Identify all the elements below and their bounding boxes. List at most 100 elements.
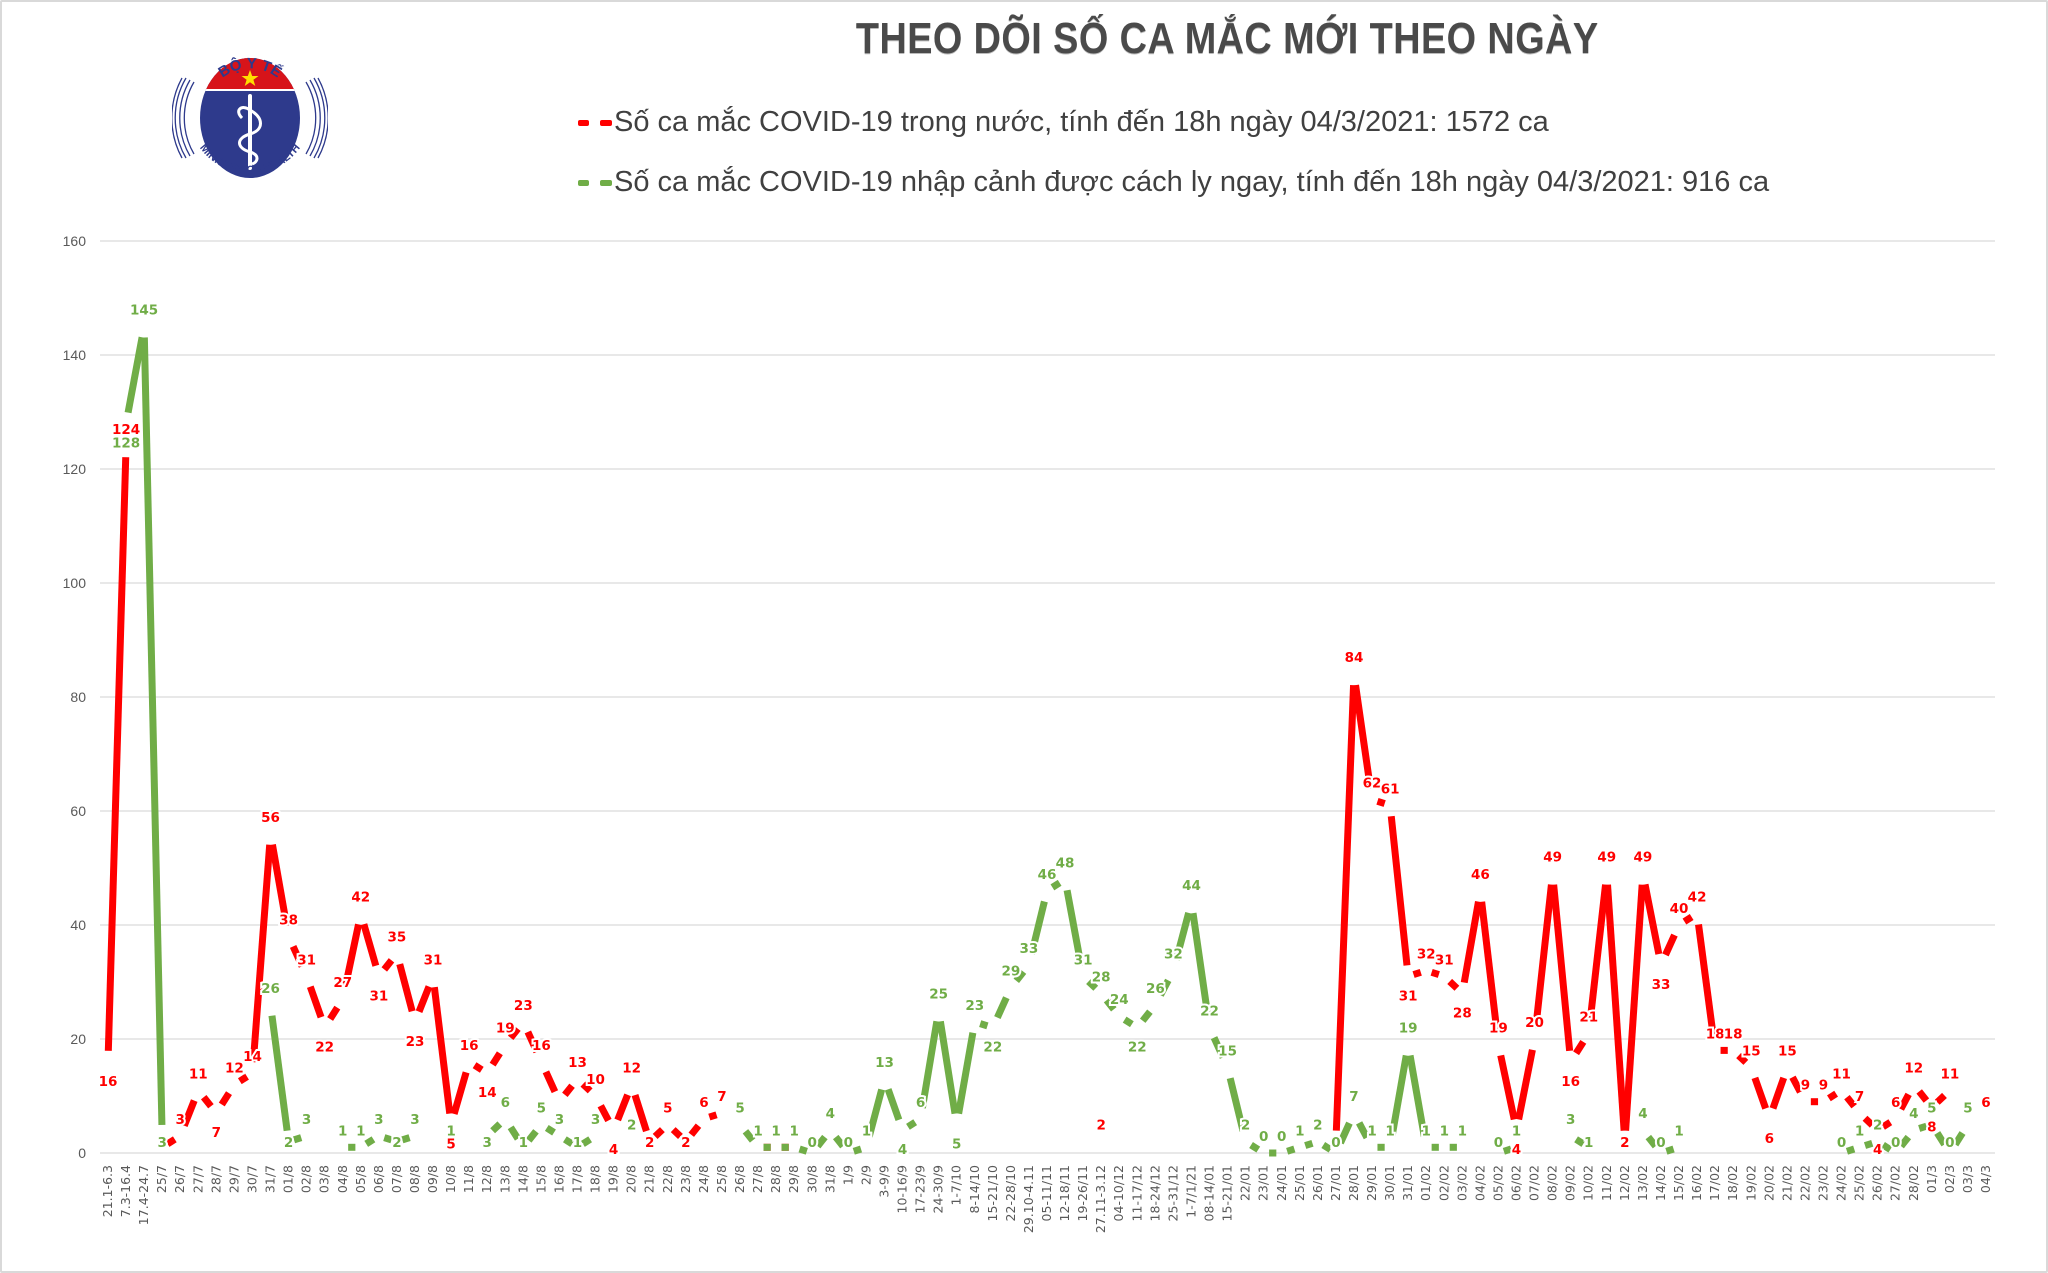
x-tick-label: 21/8 (642, 1165, 657, 1193)
x-tick-label: 25/01 (1292, 1165, 1307, 1201)
line-segment (1550, 884, 1574, 1052)
line-segment (1665, 1145, 1675, 1155)
line-segment (1695, 924, 1718, 1040)
domestic-data-label: 10 (586, 1072, 605, 1088)
imported-data-label: 5 (1927, 1101, 1936, 1117)
line-segment (306, 985, 325, 1019)
x-tick-label: 17.4-24.7 (136, 1165, 151, 1225)
imported-data-label: 24 (1110, 992, 1129, 1008)
x-tick-label: 7.3-16.4 (118, 1165, 133, 1217)
line-segment (1226, 1077, 1247, 1132)
line-segment (1430, 968, 1440, 978)
domestic-data-label: 56 (261, 810, 280, 826)
line-segment (360, 923, 380, 967)
line-segment (401, 1134, 411, 1144)
line-segment (1622, 884, 1646, 1131)
y-tick-label: 80 (70, 689, 86, 705)
line-segment (597, 1104, 612, 1123)
imported-data-label: 2 (1313, 1118, 1322, 1134)
domestic-data-label: 5 (446, 1137, 455, 1153)
line-segment (383, 1134, 393, 1144)
x-tick-label: 03/02 (1454, 1165, 1469, 1201)
x-tick-label: 1-7/1/21 (1183, 1165, 1198, 1218)
domestic-data-label: 8 (1927, 1119, 1936, 1135)
x-tick-label: 27/01 (1328, 1165, 1343, 1201)
line-segment (218, 1091, 232, 1107)
imported-data-label: 5 (952, 1137, 961, 1153)
x-tick-label: 25/7 (154, 1165, 169, 1193)
domestic-data-label: 16 (460, 1038, 479, 1054)
domestic-data-label: 1 (157, 1135, 166, 1151)
domestic-data-label: 16 (1561, 1074, 1580, 1090)
y-tick-label: 40 (70, 917, 86, 933)
line-segment (936, 1020, 959, 1115)
imported-data-label: 1 (1422, 1123, 1431, 1139)
imported-data-label: 6 (916, 1095, 925, 1111)
imported-data-label: 5 (537, 1101, 546, 1117)
caduceus-icon: BỘ Y TẾ MINISTRY OF HEALTH (171, 55, 329, 178)
imported-data-label: 5 (735, 1101, 744, 1117)
line-segment (1863, 1139, 1874, 1149)
imported-data-label: 33 (1020, 941, 1039, 957)
imported-data-label: 1 (356, 1123, 365, 1139)
domestic-data-label: 6 (1765, 1131, 1774, 1147)
x-tick-label: 19-26/11 (1075, 1165, 1090, 1221)
imported-data-label: 5 (1963, 1101, 1972, 1117)
line-segment (1789, 1075, 1804, 1094)
imported-data-label: 0 (1837, 1135, 1846, 1151)
line-segment (1356, 1121, 1370, 1140)
domestic-data-label: 1 (862, 1123, 871, 1139)
domestic-data-label: 12 (225, 1061, 244, 1077)
x-tick-label: 03/8 (317, 1165, 332, 1193)
line-segment (1844, 1094, 1857, 1109)
x-tick-label: 18-24/12 (1147, 1165, 1162, 1221)
y-tick-label: 160 (63, 233, 87, 249)
domestic-data-label: 4 (1512, 1142, 1521, 1158)
imported-data-label: 3 (302, 1112, 311, 1128)
imported-data-label: 13 (875, 1055, 894, 1071)
domestic-data-label: 38 (279, 912, 298, 928)
line-segment (994, 996, 1010, 1020)
x-tick-label: 27/02 (1888, 1165, 1903, 1201)
legend-marker-imported-dash-icon (600, 179, 612, 186)
line-segment (1387, 815, 1411, 966)
imported-data-label: 1 (1512, 1123, 1521, 1139)
domestic-data-label: 9 (1801, 1078, 1810, 1094)
imported-data-label: 3 (591, 1112, 600, 1128)
line-segment (1502, 1145, 1513, 1155)
x-tick-label: 12/8 (479, 1165, 494, 1193)
x-tick-label: 27/7 (190, 1165, 205, 1193)
imported-data-label: 0 (1331, 1135, 1340, 1151)
line-segment (1478, 901, 1501, 1035)
domestic-data-label: 2 (1096, 1118, 1105, 1134)
imported-data-label: 3 (374, 1112, 383, 1128)
x-tick-label: 16/8 (551, 1165, 566, 1193)
x-tick-label: 10-16/9 (895, 1165, 910, 1214)
domestic-data-label: 2 (1620, 1135, 1629, 1151)
y-tick-label: 60 (70, 803, 86, 819)
imported-data-label: 6 (501, 1095, 510, 1111)
domestic-data-label: 28 (1453, 1005, 1472, 1021)
line-segment (1952, 1131, 1966, 1147)
line-segment (430, 986, 454, 1115)
imported-data-label: 1 (446, 1123, 455, 1139)
legend-domestic[interactable]: Số ca mắc COVID-19 trong nước, tính đến … (578, 106, 1549, 139)
legend-imported[interactable]: Số ca mắc COVID-19 nhập cảnh được cách l… (578, 166, 1769, 199)
line-segment (1918, 1122, 1928, 1132)
x-tick-label: 28/7 (208, 1165, 223, 1193)
x-tick-label: 12-18/11 (1057, 1165, 1072, 1221)
line-segment (1103, 998, 1117, 1012)
line-segment (1604, 884, 1628, 1131)
line-segment (1736, 1052, 1749, 1065)
y-tick-label: 120 (63, 461, 87, 477)
domestic-data-label: 49 (1634, 850, 1653, 866)
line-segment (526, 1129, 539, 1143)
x-tick-label: 06/8 (371, 1165, 386, 1193)
line-segment (1050, 879, 1062, 891)
imported-data-label: 22 (1128, 1040, 1147, 1056)
line-segment (1139, 1009, 1153, 1023)
ministry-of-health-logo: BỘ Y TẾ MINISTRY OF HEALTH (171, 34, 329, 190)
imported-data-label: 0 (1945, 1135, 1954, 1151)
line-segment (708, 1111, 718, 1121)
